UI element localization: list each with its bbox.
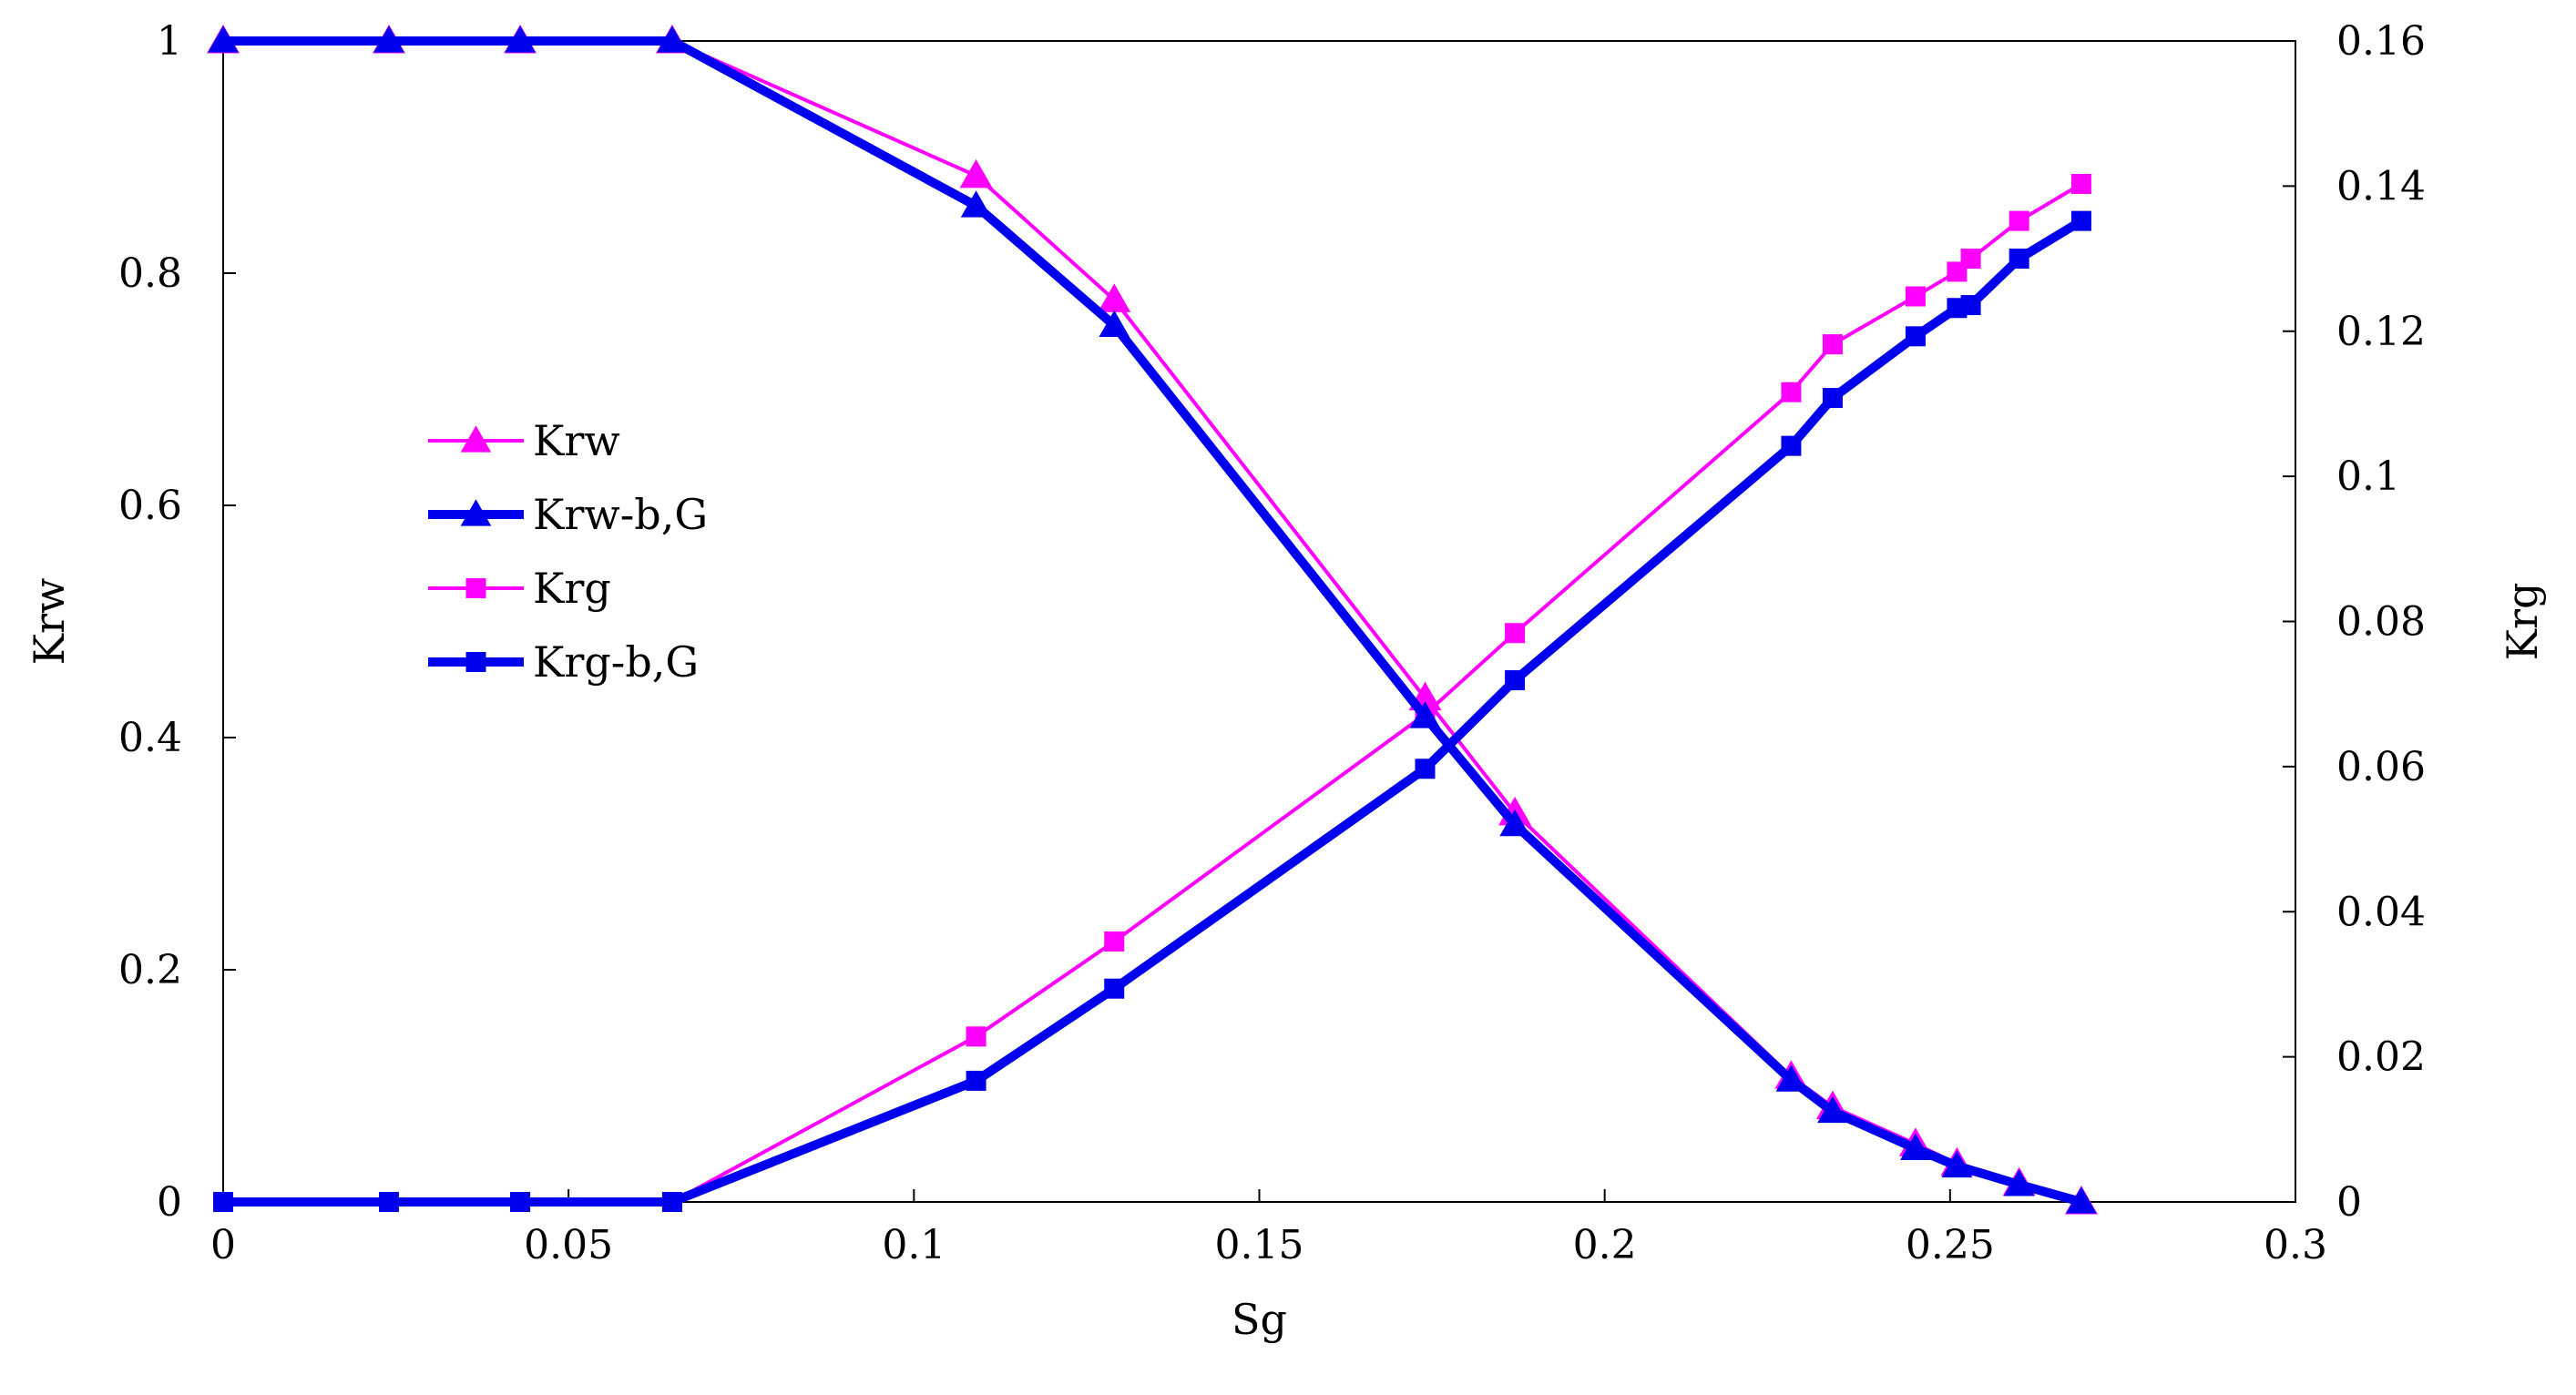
data-point (1104, 931, 1125, 952)
y-axis-left: 0 0.2 0.4 0.6 0.8 1 (118, 18, 236, 1226)
data-point (1505, 623, 1526, 644)
data-point (2070, 210, 2091, 231)
series-layer (207, 25, 2098, 1215)
y2-tick-label: 0.02 (2336, 1034, 2426, 1081)
legend-marker (465, 578, 486, 598)
x-axis-title: Sg (1232, 1295, 1287, 1344)
data-point (1905, 326, 1926, 347)
x-tick-label: 0.2 (1573, 1222, 1637, 1268)
data-point (1900, 1133, 1931, 1160)
legend-marker (460, 499, 492, 526)
y-tick-label: 1 (157, 18, 182, 65)
y-tick-label: 0 (157, 1179, 182, 1226)
data-point (1941, 1150, 1973, 1178)
data-point (379, 1192, 399, 1212)
y2-tick-label: 0 (2336, 1179, 2362, 1226)
legend-marker (460, 425, 492, 453)
y2-tick-label: 0.08 (2336, 599, 2426, 646)
data-point (213, 1192, 233, 1212)
series-krw-b-g (208, 25, 2097, 1214)
data-point (1499, 809, 1530, 837)
legend-item: Krw-b,G (428, 490, 708, 539)
data-point (2070, 173, 2091, 194)
y2-tick-label: 0.06 (2336, 744, 2426, 790)
legend-label: Krw-b,G (533, 490, 708, 539)
data-point (1960, 295, 1981, 316)
legend-item: Krw (428, 416, 620, 465)
data-point (661, 1192, 682, 1212)
y-tick-label: 0.8 (118, 250, 182, 297)
data-point (1415, 759, 1436, 779)
data-point (1775, 1064, 1807, 1092)
data-point (1905, 286, 1926, 307)
data-point (510, 1192, 531, 1212)
data-point (1781, 382, 1802, 402)
data-point (966, 1070, 986, 1091)
data-point (1098, 283, 1131, 312)
legend-item: Krg-b,G (428, 637, 699, 687)
y2-tick-label: 0.12 (2336, 309, 2426, 355)
legend-item: Krg (428, 564, 611, 613)
data-point (1104, 978, 1125, 999)
x-tick-label: 0.1 (882, 1222, 946, 1268)
data-point (208, 25, 239, 53)
x-tick-label: 0.05 (524, 1222, 613, 1268)
data-point (1505, 670, 1526, 691)
x-tick-label: 0.15 (1215, 1222, 1304, 1268)
data-point (1099, 310, 1130, 337)
legend-label: Krw (533, 416, 620, 465)
y-tick-label: 0.4 (118, 715, 182, 761)
data-point (373, 25, 404, 53)
y2-tick-label: 0.04 (2336, 889, 2426, 935)
y-axis-title: Krw (25, 578, 74, 666)
data-point (1781, 435, 1802, 456)
y2-axis-title: Krg (2498, 583, 2547, 661)
data-point (1817, 1095, 1848, 1124)
data-point (657, 25, 688, 53)
legend-marker (465, 652, 486, 672)
data-point (1822, 388, 1843, 409)
data-point (966, 1026, 986, 1047)
legend-label: Krg (533, 564, 611, 613)
x-tick-label: 0.25 (1906, 1222, 1995, 1268)
data-point (1409, 701, 1441, 728)
data-point (959, 158, 993, 188)
x-axis: 0 0.05 0.1 0.15 0.2 0.25 0.3 (210, 1189, 2327, 1268)
data-point (505, 25, 536, 53)
plot-area (222, 40, 2296, 1203)
data-point (2066, 1186, 2097, 1214)
y2-tick-label: 0.16 (2336, 18, 2426, 65)
y-tick-label: 0.6 (118, 483, 182, 529)
y-tick-label: 0.2 (118, 947, 182, 993)
y2-tick-label: 0.1 (2336, 453, 2400, 500)
data-point (960, 190, 992, 218)
data-point (2009, 210, 2029, 231)
data-point (2003, 1169, 2035, 1196)
data-point (1960, 249, 1981, 270)
x-tick-label: 0.3 (2264, 1222, 2327, 1268)
legend-label: Krg-b,G (533, 637, 699, 687)
series-krg-b-g (213, 210, 2091, 1212)
data-point (1822, 334, 1843, 355)
y2-tick-label: 0.14 (2336, 163, 2426, 209)
legend: Krw Krw-b,G Krg Krg-b,G (428, 416, 708, 687)
y-axis-right: 0 0.02 0.04 0.06 0.08 0.1 0.12 0.14 0.16 (2283, 18, 2426, 1226)
x-tick-label: 0 (210, 1222, 236, 1268)
data-point (2009, 249, 2029, 270)
